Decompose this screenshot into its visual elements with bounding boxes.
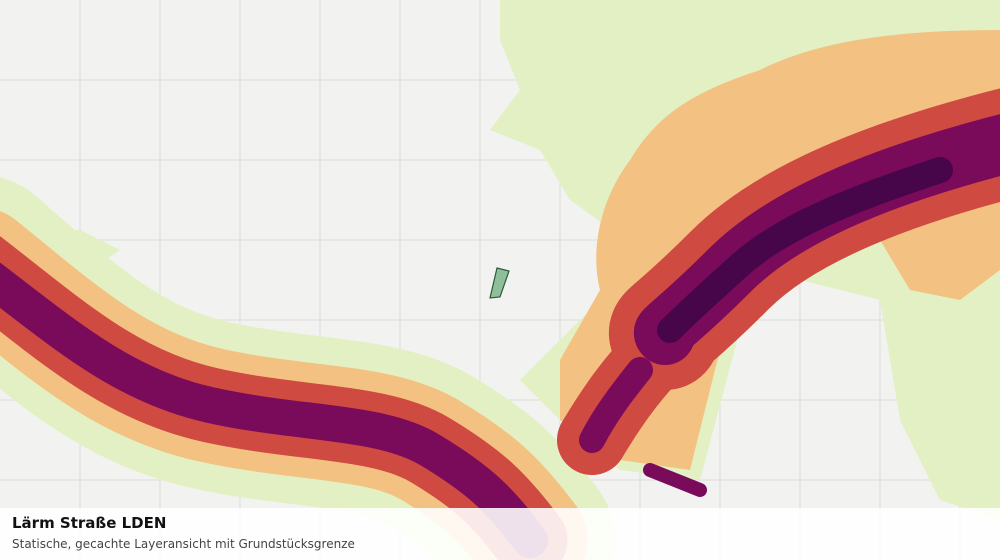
road-left [0,177,615,560]
layer-title: Lärm Straße LDEN [12,514,167,532]
road-right [557,88,1000,497]
parcel-boundary[interactable] [489,267,510,299]
info-panel: Lärm Straße LDEN Statische, gecachte Lay… [0,508,1000,560]
layer-subtitle: Statische, gecachte Layeransicht mit Gru… [12,537,355,551]
